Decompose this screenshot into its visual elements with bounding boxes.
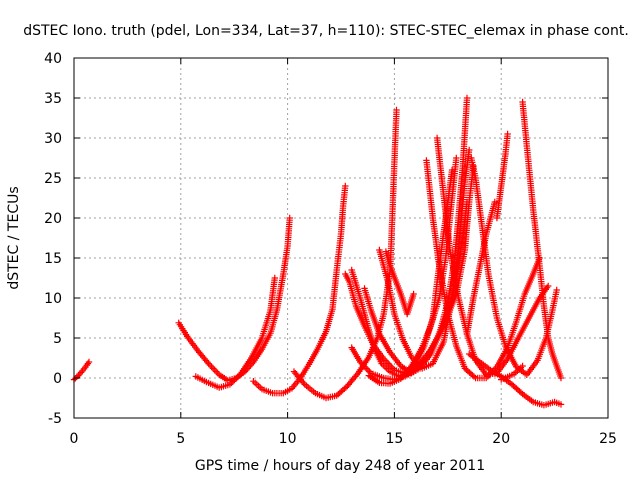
x-tick-labels: 0 5 10 15 20 25: [70, 431, 617, 447]
series-1: [175, 214, 293, 384]
x-tick-label: 25: [599, 431, 617, 447]
y-tick-label: 15: [44, 251, 62, 267]
series-19-points: [498, 362, 526, 383]
y-tick-label: 5: [53, 331, 62, 347]
series-3: [250, 182, 349, 397]
series-3-points: [250, 182, 349, 397]
series-16: [463, 198, 498, 338]
axis-ticks: [73, 57, 609, 419]
x-tick-label: 0: [70, 431, 79, 447]
series-1-points: [175, 214, 293, 384]
series-15-points: [493, 130, 511, 222]
y-tick-label: 0: [53, 371, 62, 387]
x-tick-label: 5: [176, 431, 185, 447]
series-18-points: [466, 350, 565, 409]
y-tick-label: 25: [44, 171, 62, 187]
plot-frame: [73, 57, 609, 419]
x-tick-label: 20: [492, 431, 510, 447]
y-tick-label: 40: [44, 51, 62, 67]
series-11-points: [365, 154, 460, 387]
x-tick-label: 10: [279, 431, 297, 447]
series-9: [382, 248, 417, 318]
y-tick-labels: -5 0 5 10 15 20 25 30 35 40: [44, 51, 62, 427]
data-marks: [70, 94, 565, 409]
series-9-points: [382, 248, 417, 318]
series-17-points: [519, 98, 565, 382]
series-5: [342, 166, 456, 377]
series-15: [493, 130, 511, 222]
y-tick-label: 20: [44, 211, 62, 227]
series-19: [498, 362, 526, 383]
y-tick-label: 30: [44, 131, 62, 147]
y-tick-label: 10: [44, 291, 62, 307]
series-17: [519, 98, 565, 382]
y-tick-label: -5: [48, 411, 62, 427]
series-2: [192, 274, 278, 391]
y-axis-label: dSTEC / TECUs: [6, 186, 22, 289]
series-16-points: [463, 198, 498, 338]
chart-title: dSTEC Iono. truth (pdel, Lon=334, Lat=37…: [23, 23, 629, 39]
x-tick-label: 15: [385, 431, 403, 447]
series-5-points: [342, 166, 456, 377]
series-2-points: [192, 274, 278, 391]
series-11: [365, 154, 460, 387]
x-axis-label: GPS time / hours of day 248 of year 2011: [195, 458, 485, 474]
series-18: [466, 350, 565, 409]
y-tick-label: 35: [44, 91, 62, 107]
